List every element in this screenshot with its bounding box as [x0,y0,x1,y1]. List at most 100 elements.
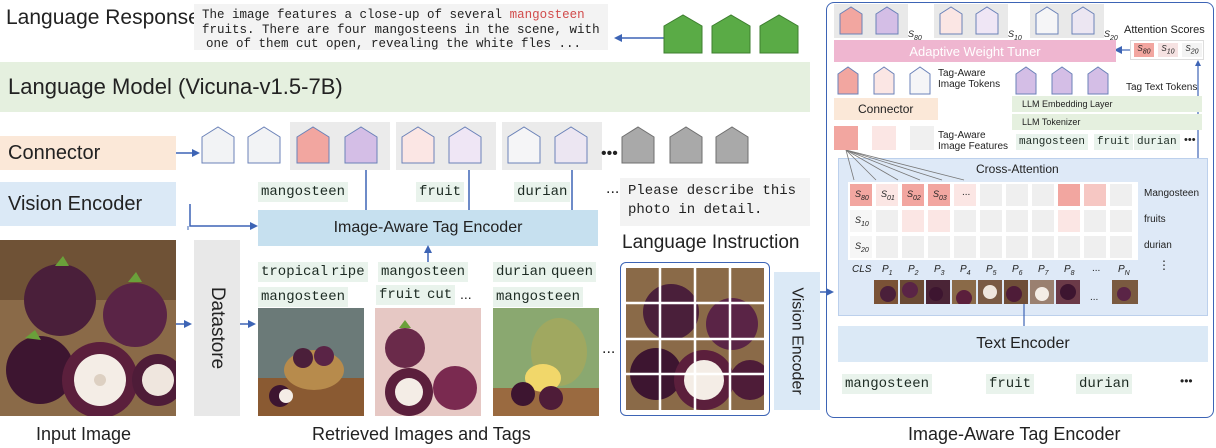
datastore-box: Datastore [194,240,240,416]
bottom-tag-durian: durian [1076,374,1133,394]
svg-text:•••: ••• [601,145,618,162]
instruction-line2: photo in detail. [628,202,763,218]
patch-grid-image [626,268,764,410]
panel-connector: Connector [834,98,938,120]
retrieved-image-1 [258,308,364,416]
feature-1 [834,126,858,150]
input-image [0,240,176,416]
score-to-awt-arrow [1114,46,1130,54]
language-response-title: Language Response [6,6,200,29]
col-p2: P2 [908,264,919,277]
vision-encoder-box: Vision Encoder [0,182,176,226]
tag-encoder-panel [826,2,1214,418]
retrieval-up-arrow [424,245,432,264]
image-token-4 [669,126,703,164]
caption-input-image: Input Image [36,424,132,444]
cell-s10: S10 [855,215,869,228]
bottom-tag-ellipsis: ••• [1180,374,1193,388]
ve-to-tag-arrow [189,204,258,230]
retrieved-tag-mangosteen-3: mangosteen [493,287,584,307]
instruction-box: Please describe this photo in detail. [620,178,810,226]
row-label-mangosteen: Mangosteen [1144,188,1200,199]
llm-embedding-layer: LLM Embedding Layer [1012,96,1202,112]
col-p6: P6 [1012,264,1023,277]
retrieved-tag-queen: queen [548,262,597,282]
instruction-caption: Language Instruction [622,232,800,253]
score-s20: S20 [1182,43,1202,57]
adaptive-weight-tuner-label: Adaptive Weight Tuner [909,43,1041,59]
text-encoder-label: Text Encoder [976,335,1070,352]
image-token-1 [201,126,235,164]
cross-attention-title: Cross-Attention [976,162,1059,176]
attention-grid [848,182,1138,260]
tag-token-purple-2 [448,126,482,164]
llm-embedding-label: LLM Embedding Layer [1022,99,1113,109]
panel-top-tokens [834,4,1104,38]
patch-strip: ... [874,280,1138,304]
cell-dots: ... [962,187,971,198]
retrieved-image-2 [375,308,481,416]
panel-tok-ellipsis: ••• [1184,134,1196,146]
vision-encoder-label: Vision Encoder [8,192,143,215]
caption-retrieved: Retrieved Images and Tags [312,424,531,444]
caption-encoder: Image-Aware Tag Encoder [908,424,1121,444]
score-s80: S80 [1134,43,1154,57]
top-tag-mangosteen: mangosteen [258,182,349,202]
col-pn: PN [1118,264,1130,277]
col-p7: P7 [1038,264,1049,277]
retrieved-image-3 [493,308,599,416]
tag-text-tokens-label: Tag Text Tokens [1126,82,1198,93]
image-to-datastore-arrow [176,320,192,328]
input-image-art [0,240,176,416]
tag-token-pink-2 [401,126,435,164]
attention-scores-label: Attention Scores [1124,24,1205,36]
language-response-text: The image features a close-up of several… [194,4,608,50]
svg-text:...: ... [1090,292,1098,303]
tag-encoder-box: Image-Aware Tag Encoder [258,210,598,246]
tag-encoder-label: Image-Aware Tag Encoder [333,219,523,236]
top-tag-fruit: fruit [416,182,465,202]
output-tokens [614,14,799,54]
image-token-3 [621,126,655,164]
col-dots: ... [1092,263,1101,274]
score-s10: S10 [1158,43,1178,57]
datastore-to-images-arrow [240,320,256,328]
connector-box: Connector [0,136,176,170]
response-text-line1: The image features a close-up of several [202,8,510,22]
col-cls: CLS [852,264,872,275]
col-p8: P8 [1064,264,1075,277]
panel-vision-encoder-box: Vision Encoder [774,272,820,410]
retrieved-tag-tropical: tropical [258,262,332,282]
col-p3: P3 [934,264,945,277]
retrieved-tag-ripe: ripe [328,262,368,282]
feature-3 [910,126,934,150]
row-vdots: ⋮ [1158,258,1170,272]
tag-token-purple-1 [344,126,378,164]
cell-s02: S02 [907,189,921,202]
tag-text-tokens [1015,66,1109,95]
s80-label: S80 [908,29,922,42]
retrieved-images-ellipsis: ... [602,340,616,357]
response-text-line3: one of them cut open, revealing the whit… [206,37,582,50]
panel-vision-encoder-label: Vision Encoder [789,287,807,395]
cell-s20: S20 [855,241,869,254]
s20-label: S20 [1104,29,1118,42]
row-label-durian: durian [1144,240,1172,251]
panel-tok-fruit: fruit [1094,134,1134,150]
retrieved-tag-ellipsis: ... [460,286,472,302]
retrieved-tag-durian: durian [493,262,550,282]
cell-s01: S01 [881,189,895,202]
col-p5: P5 [986,264,997,277]
feature-2 [872,126,896,150]
col-p1: P1 [882,264,893,277]
output-token-3 [759,14,799,54]
instruction-line1: Please describe this [628,183,797,199]
llm-tokenizer: LLM Tokenizer [1012,114,1202,130]
adaptive-weight-tuner: Adaptive Weight Tuner [834,40,1116,62]
bottom-tag-fruit: fruit [986,374,1035,394]
connector-label: Connector [8,141,101,164]
retrieved-tag-cut: cut [424,285,456,305]
tag-aware-tokens [837,66,931,95]
cell-s03: S03 [933,189,947,202]
col-p4: P4 [960,264,971,277]
